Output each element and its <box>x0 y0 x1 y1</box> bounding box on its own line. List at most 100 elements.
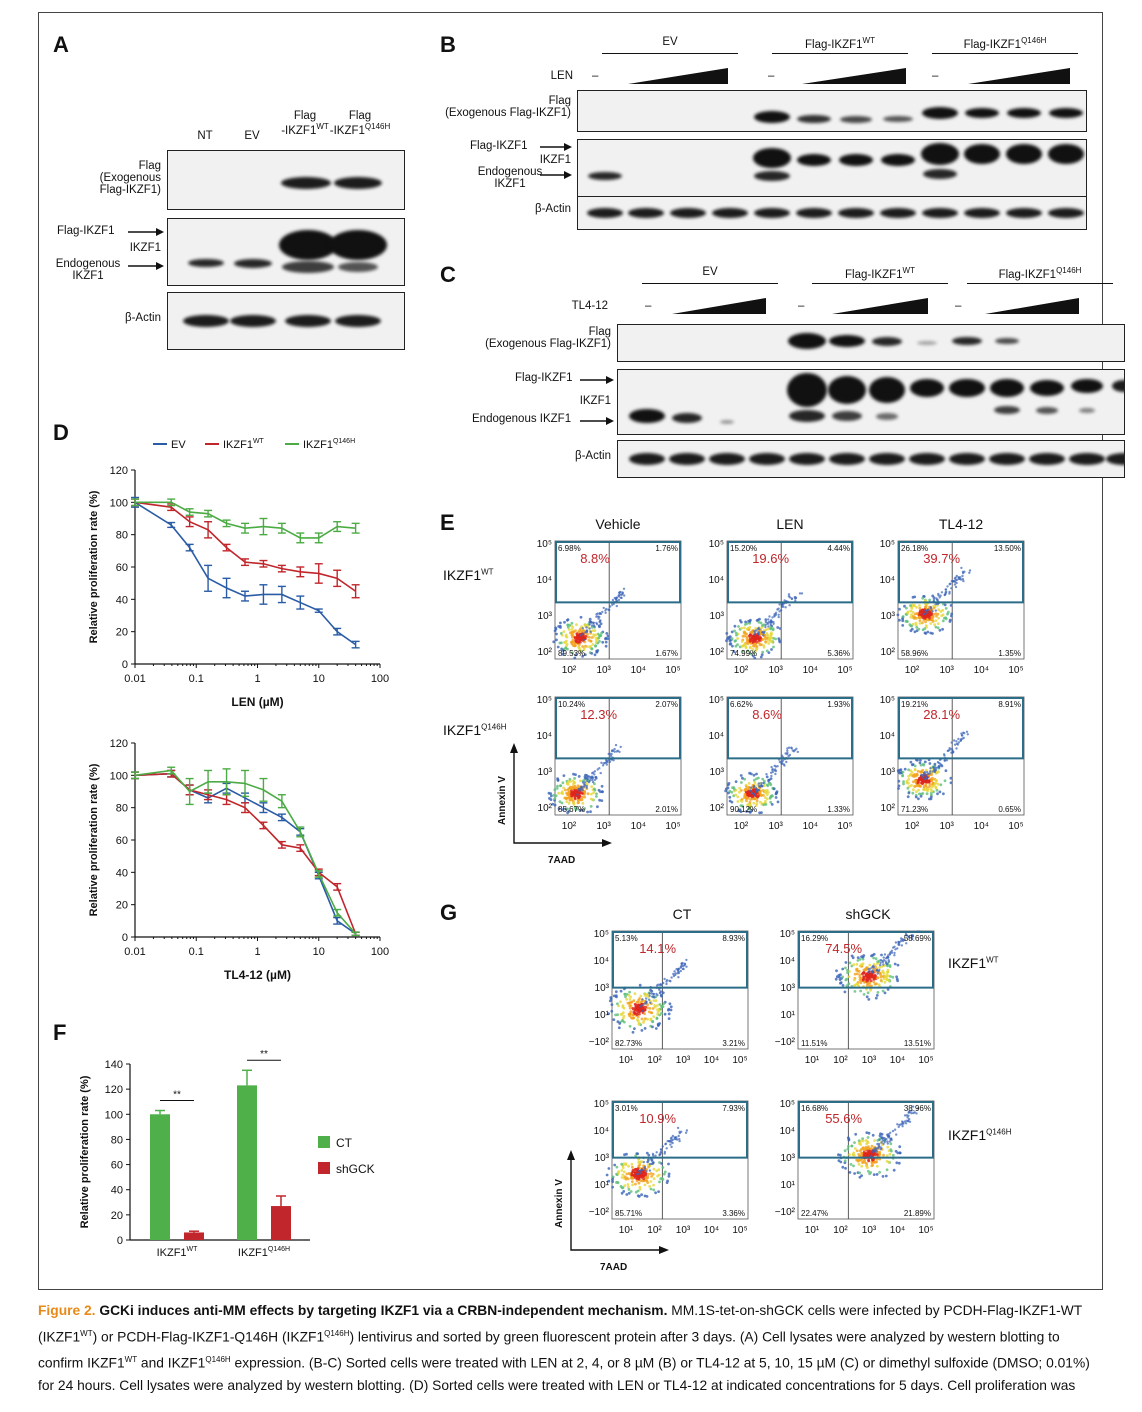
label-line: Flag <box>138 160 161 172</box>
scatter-dot <box>943 779 947 783</box>
annexin-gate <box>612 1101 748 1159</box>
scatter-dot <box>735 633 738 637</box>
scatter-dot <box>901 770 905 774</box>
legend-swatch <box>318 1136 330 1148</box>
scatter-dot <box>750 809 754 812</box>
scatter-dot <box>762 631 766 635</box>
scatter-dot <box>879 961 882 965</box>
scatter-dot <box>792 750 796 753</box>
y-tick-label: 20 <box>116 627 128 639</box>
scatter-dot <box>614 597 618 600</box>
y-tick-label: 10⁴ <box>537 575 552 586</box>
y-tick-label: 10⁴ <box>594 956 609 967</box>
y-tick-label: 0 <box>122 659 128 671</box>
axis-arrow-head <box>567 1150 575 1160</box>
blot-band <box>672 413 702 423</box>
scatter-dot <box>927 608 930 612</box>
scatter-dot <box>926 770 929 774</box>
caption-text: ) lentivirus and sorted by green fluores… <box>38 1329 1060 1371</box>
scatter-dot <box>891 1129 895 1133</box>
scatter-dot <box>632 999 636 1003</box>
scatter-dot <box>895 1133 898 1136</box>
x-tick-label: 10¹ <box>805 1055 820 1066</box>
scatter-dot <box>845 984 849 987</box>
scatter-dot <box>769 626 772 630</box>
scatter-dot <box>651 1007 655 1010</box>
scatter-dot <box>679 969 682 973</box>
scatter-dot <box>583 795 587 799</box>
scatter-dot <box>847 1137 851 1141</box>
scatter-dot <box>600 761 603 764</box>
apoptosis-percent: 14.1% <box>639 941 676 956</box>
dose-wedge <box>802 68 906 84</box>
scatter-dot <box>581 808 584 812</box>
scatter-dot <box>583 777 587 780</box>
scatter-dot <box>921 596 925 600</box>
scatter-dot <box>621 1166 625 1170</box>
y-tick-label: 80 <box>116 530 128 542</box>
category-sup: Q146H <box>268 1246 290 1253</box>
blot-band <box>670 208 706 218</box>
scatter-dot <box>596 615 600 618</box>
flow-plot: 6.98% 1.76%89.53% 1.67%8.8%10⁵10⁴10³10²10²… <box>537 539 682 676</box>
quadrant-br: 3.36% <box>722 1209 745 1218</box>
scatter-dot <box>926 615 929 618</box>
minus-label: – <box>955 300 962 312</box>
label-line: IKZF1 <box>579 395 611 407</box>
arrow-icon <box>580 376 614 384</box>
scatter-dot <box>627 1172 631 1175</box>
y-tick-label: 10⁴ <box>537 731 552 742</box>
scatter-dot <box>796 750 799 754</box>
blot-band <box>628 208 664 218</box>
x-tick-label: 10⁴ <box>974 665 989 676</box>
blot-band <box>1029 453 1065 465</box>
scatter-dot <box>552 793 556 797</box>
scatter-dot <box>680 1130 683 1133</box>
scatter-dot <box>762 793 765 797</box>
blot-band <box>329 230 387 260</box>
plot-frame <box>611 1100 749 1220</box>
scatter-dot <box>921 608 925 612</box>
scatter-dot <box>634 1190 638 1194</box>
scatter-dot <box>634 1008 637 1011</box>
scatter-dot <box>604 758 608 762</box>
scatter-dot <box>752 644 755 648</box>
scatter-dot <box>884 1174 888 1178</box>
scatter-dot <box>682 965 685 968</box>
x-tick-label: 10³ <box>596 665 611 676</box>
scatter-dot <box>607 1179 611 1183</box>
scatter-dot <box>620 1169 624 1172</box>
blot-band <box>788 333 826 349</box>
blot-band <box>279 230 337 260</box>
scatter-dot <box>936 622 940 625</box>
x-tick-label: 10² <box>562 665 577 676</box>
scatter-dot <box>638 983 642 987</box>
scatter-dot <box>652 1188 656 1192</box>
scatter-dot <box>965 730 969 733</box>
scatter-dot <box>585 786 588 789</box>
scatter-dot <box>574 773 577 776</box>
scatter-dot <box>609 605 612 608</box>
scatter-dot <box>657 1168 661 1172</box>
scatter-dot <box>638 1187 642 1191</box>
x-tick-label: 10⁴ <box>631 821 646 832</box>
scatter-dot <box>611 1180 614 1184</box>
scatter-dot <box>745 785 748 788</box>
y-tick-label: 100 <box>105 1109 123 1121</box>
flow-plot: 10.24% 2.07%85.67% 2.01%12.3%10⁵10⁴10³10²1… <box>537 695 682 832</box>
scatter-dot <box>920 792 923 796</box>
scatter-dot <box>594 644 597 647</box>
scatter-dot <box>651 1152 655 1156</box>
scatter-dot <box>943 759 946 762</box>
panel-a-blot <box>167 292 405 350</box>
scatter-dot <box>930 779 933 782</box>
quadrant-tr: 4.44% <box>827 544 850 553</box>
scatter-dot <box>570 794 573 798</box>
scatter-dot <box>875 1152 879 1156</box>
scatter-dot <box>767 780 770 783</box>
scatter-dot <box>865 1142 868 1146</box>
scatter-dot <box>670 976 673 979</box>
scatter-dot <box>755 795 759 798</box>
scatter-dot <box>652 1183 655 1187</box>
scatter-dot <box>757 633 760 636</box>
